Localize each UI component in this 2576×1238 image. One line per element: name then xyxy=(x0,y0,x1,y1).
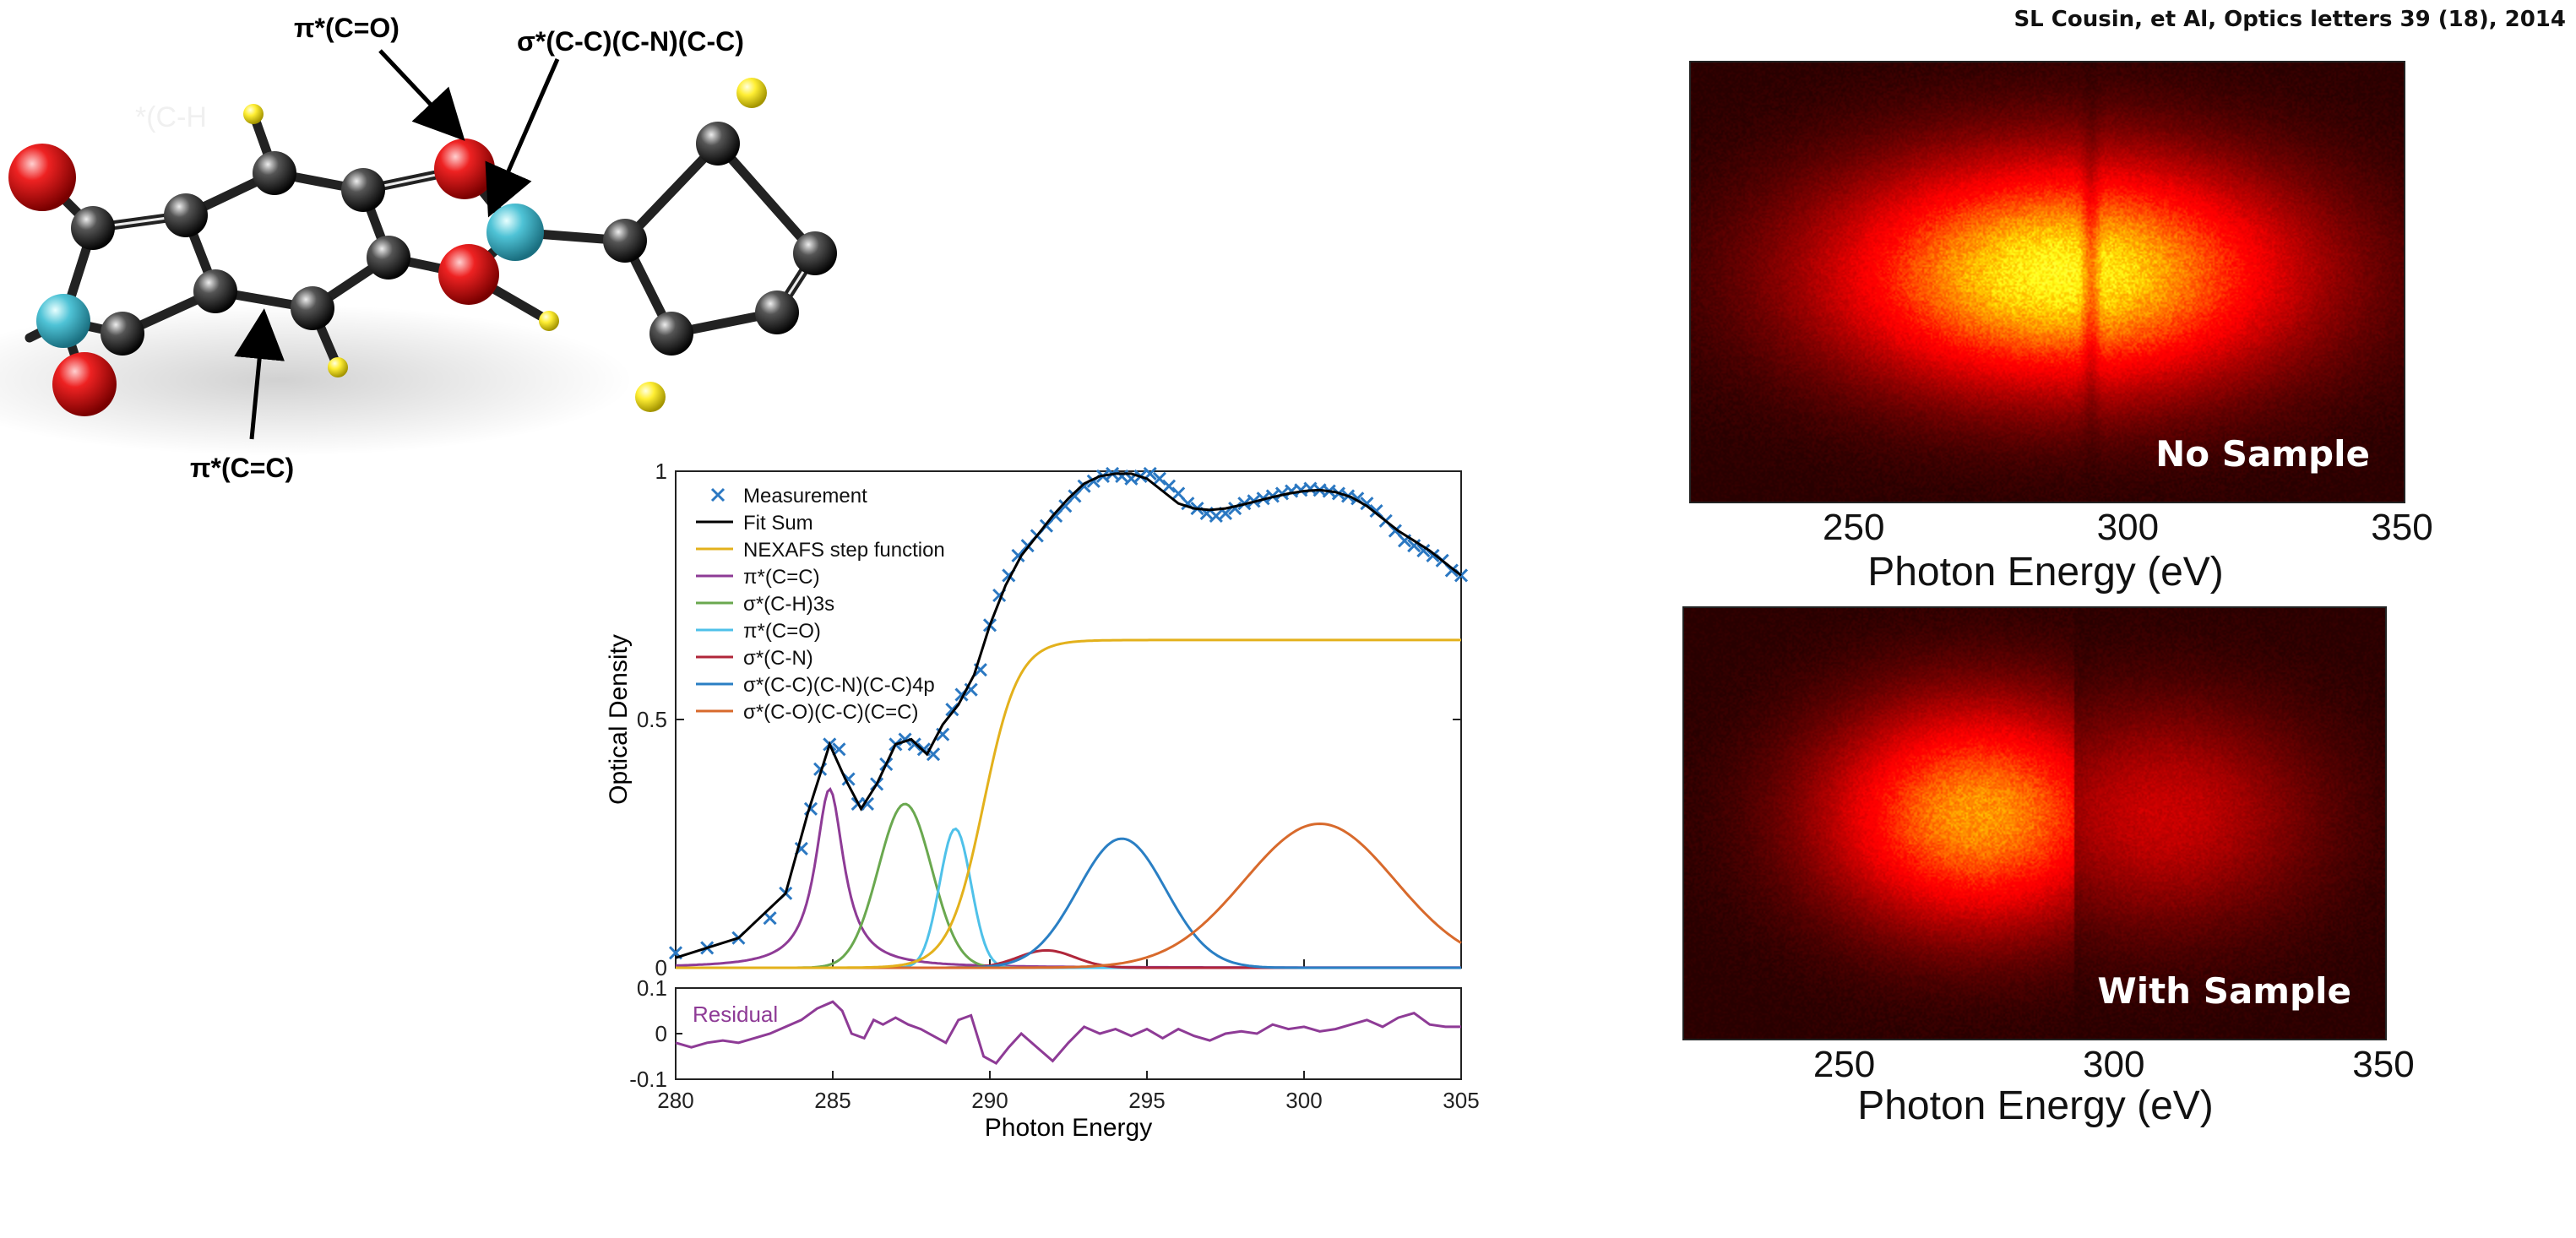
measurement-point xyxy=(860,796,874,812)
x-tick-label: 295 xyxy=(1128,1088,1165,1113)
detector-x-tick-label: 250 xyxy=(1823,507,1885,548)
annotation-arrow xyxy=(378,49,465,141)
detector-x-tick-label: 300 xyxy=(2083,1044,2145,1085)
detector-x-tick-label: 250 xyxy=(1812,1044,1876,1085)
legend-entry: σ*(C-O)(C-C)(C=C) xyxy=(743,701,918,724)
detector-label: With Sample xyxy=(2097,970,2351,1012)
annotation-sigma-cc-cn: σ*(C-C)(C-N)(C-C) xyxy=(517,26,744,57)
residual-y-tick-label: -0.1 xyxy=(629,1067,667,1092)
atom-c xyxy=(649,312,693,356)
fit-sum-line xyxy=(675,472,1462,959)
detector-x-tick-label: 350 xyxy=(2371,507,2433,548)
citation: SL Cousin, et Al, Optics letters 39 (18)… xyxy=(2014,7,2566,32)
measurement-point xyxy=(1161,479,1177,493)
residual-frame xyxy=(675,987,1462,1080)
atom-c xyxy=(603,219,647,263)
legend-entry: Measurement xyxy=(743,485,867,508)
detector-x-axis-label: Photon Energy (eV) xyxy=(1867,550,2224,595)
x-tick-label: 300 xyxy=(1285,1088,1322,1113)
measurement-point xyxy=(1115,469,1129,483)
legend-marker xyxy=(710,487,726,502)
atom-o xyxy=(8,144,76,211)
measurement-point xyxy=(1444,563,1459,578)
atom-h xyxy=(539,311,559,331)
atom-o xyxy=(52,352,117,416)
annotation-pi-cc: π*(C=C) xyxy=(190,453,294,483)
measurement-point xyxy=(1152,471,1166,486)
atom-h xyxy=(243,104,264,124)
y-axis-label: Optical Density xyxy=(605,634,633,805)
faint-text: *(C-H xyxy=(135,101,207,133)
atom-n xyxy=(36,294,90,348)
residual-label: Residual xyxy=(693,1002,778,1027)
measurement-point xyxy=(832,742,846,757)
plot-frame xyxy=(675,470,1462,969)
atoms xyxy=(8,78,837,416)
atom-n xyxy=(486,204,544,261)
measurement-point xyxy=(1274,486,1290,501)
atom-c xyxy=(696,122,740,166)
y-tick-label: 0 xyxy=(655,955,667,980)
residual-line xyxy=(675,1000,1461,1066)
atom-c xyxy=(253,151,296,195)
detector-image-with-sample: With Sample xyxy=(1682,606,2387,1040)
detector-canvas xyxy=(1691,62,2404,502)
legend-entry: Fit Sum xyxy=(743,512,813,535)
spectrum-legend: Measurement Fit Sum NEXAFS step function π*… xyxy=(696,485,945,724)
y-tick-label: 0.5 xyxy=(637,707,667,732)
atom-c xyxy=(164,193,208,237)
atom-h xyxy=(736,78,767,108)
annotation-arrow xyxy=(234,308,285,440)
step-function-curve xyxy=(676,638,1461,969)
atom-c xyxy=(71,206,115,250)
x-tick-label: 280 xyxy=(657,1088,693,1113)
residual-y-tick-label: 0 xyxy=(655,1021,667,1046)
x-tick-label: 290 xyxy=(971,1088,1008,1113)
annotation-pi-co: π*(C=O) xyxy=(294,13,399,43)
measurement-point xyxy=(1416,544,1431,558)
measurement-point xyxy=(1209,508,1223,523)
legend-entry: σ*(C-C)(C-N)(C-C)4p xyxy=(743,674,935,697)
detector-image-no-sample: No Sample xyxy=(1689,61,2405,503)
x-tick-label: 285 xyxy=(814,1088,851,1113)
atom-c xyxy=(341,168,385,212)
detector-x-tick-label: 300 xyxy=(2096,507,2160,548)
detector-x-axis-label: Photon Energy (eV) xyxy=(1857,1083,2214,1128)
residual-y-tick-label: 0.1 xyxy=(637,975,667,1001)
atom-h xyxy=(635,382,666,412)
legend-entry: NEXAFS step function xyxy=(743,539,945,562)
measurement-point xyxy=(1360,497,1374,511)
atom-c xyxy=(101,312,144,356)
detector-x-tick-label: 350 xyxy=(2352,1044,2415,1085)
molecule-shadow xyxy=(0,304,633,456)
measurement-point xyxy=(1426,548,1440,563)
atom-c xyxy=(291,286,334,330)
atom-c xyxy=(793,231,837,275)
legend-entry: π*(C=O) xyxy=(743,620,821,643)
legend-entry: σ*(C-N) xyxy=(743,647,813,670)
legend-entry: π*(C=C) xyxy=(743,566,820,589)
measurement-point xyxy=(763,911,777,926)
x-axis-label: Photon Energy xyxy=(985,1114,1152,1142)
atom-c xyxy=(755,290,799,334)
spectrum-plot-area: 00.51 xyxy=(637,459,1469,980)
annotation-arrow xyxy=(485,57,560,218)
y-tick-label: 1 xyxy=(655,459,667,484)
residual-plot-area: 280 285 290 295 300 305 0.1 0 -0.1 Residual xyxy=(629,975,1480,1113)
atom-o xyxy=(438,244,499,305)
atom-h xyxy=(328,357,348,377)
legend-entry: σ*(C-H)3s xyxy=(743,593,834,616)
detector-label: No Sample xyxy=(2155,433,2370,475)
detector-canvas xyxy=(1684,608,2385,1039)
x-tick-label: 305 xyxy=(1443,1088,1479,1113)
atom-o xyxy=(434,138,495,199)
atom-c xyxy=(193,269,237,313)
atom-c xyxy=(367,236,410,280)
molecule-illustration: *(C-H xyxy=(0,13,837,483)
